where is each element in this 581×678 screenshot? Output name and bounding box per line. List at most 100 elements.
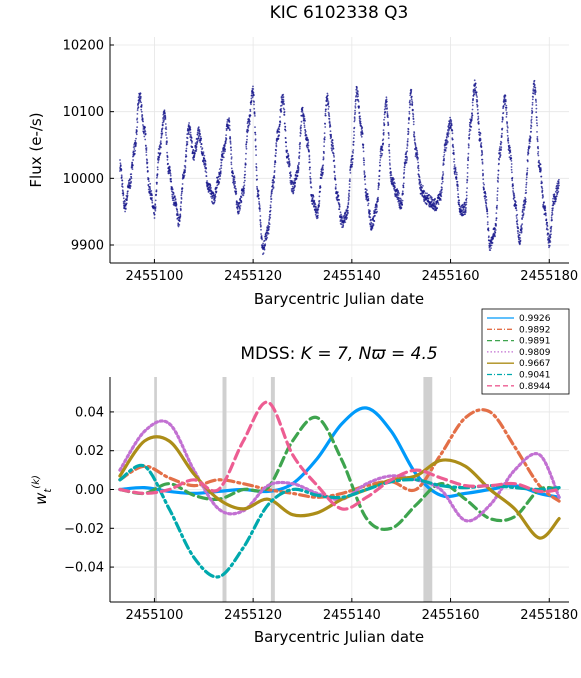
- flux-point: [524, 198, 527, 201]
- flux-point: [144, 138, 147, 141]
- flux-point: [181, 183, 184, 185]
- flux-point: [511, 176, 514, 179]
- flux-point: [295, 177, 298, 180]
- flux-point: [271, 188, 274, 191]
- flux-point: [352, 137, 355, 140]
- flux-point: [249, 120, 251, 123]
- flux-point: [330, 136, 333, 139]
- flux-point: [328, 113, 330, 115]
- flux-point: [242, 185, 245, 188]
- flux-point: [258, 205, 261, 207]
- flux-point: [274, 161, 277, 164]
- flux-point: [426, 192, 428, 195]
- flux-point: [408, 106, 411, 109]
- flux-point: [557, 190, 560, 193]
- flux-point: [148, 180, 150, 183]
- flux-point: [348, 189, 351, 192]
- flux-point: [252, 85, 254, 88]
- flux-point: [520, 230, 523, 233]
- flux-point: [161, 127, 164, 130]
- flux-point: [475, 91, 478, 93]
- flux-point: [442, 171, 444, 173]
- flux-point: [220, 167, 223, 170]
- flux-point: [411, 103, 414, 106]
- flux-point: [530, 120, 533, 122]
- flux-point: [214, 195, 217, 198]
- flux-point: [134, 152, 136, 155]
- flux-point: [544, 207, 547, 209]
- flux-point: [525, 178, 528, 181]
- flux-point: [376, 210, 378, 213]
- flux-point: [265, 234, 268, 237]
- flux-point: [230, 163, 233, 166]
- flux-point: [333, 156, 335, 158]
- flux-point: [554, 200, 557, 203]
- flux-point: [455, 178, 458, 181]
- flux-point: [470, 126, 473, 128]
- flux-point: [228, 119, 231, 121]
- flux-point: [401, 199, 404, 202]
- flux-point: [363, 178, 366, 181]
- flux-point: [530, 125, 533, 128]
- flux-point: [453, 158, 456, 161]
- flux-point: [551, 219, 553, 222]
- y-axis-label-top: Flux (e-/s): [27, 112, 45, 187]
- flux-point: [147, 183, 150, 186]
- flux-point: [171, 195, 174, 198]
- flux-point: [389, 172, 392, 175]
- flux-point: [484, 197, 486, 200]
- flux-point: [329, 123, 331, 126]
- flux-point: [525, 189, 527, 192]
- flux-point: [190, 137, 193, 139]
- legend-box: [481, 308, 570, 395]
- flux-point: [496, 187, 499, 190]
- flux-point: [129, 178, 132, 181]
- flux-point: [354, 113, 356, 116]
- flux-point: [247, 124, 250, 127]
- flux-point: [421, 194, 424, 197]
- flux-point: [283, 122, 286, 125]
- flux-point: [332, 144, 334, 147]
- flux-point: [205, 175, 208, 178]
- flux-point: [383, 118, 385, 121]
- flux-point: [476, 108, 479, 111]
- flux-point: [228, 117, 231, 120]
- flux-point: [471, 101, 474, 104]
- flux-point: [151, 197, 154, 199]
- flux-point: [505, 109, 507, 111]
- flux-point: [456, 187, 459, 190]
- flux-point: [333, 164, 336, 167]
- flux-point: [406, 150, 409, 153]
- flux-point: [199, 139, 202, 142]
- panel-lightcurve: KIC 6102338 Q3 2455100 2455120 2455140 2455…: [27, 3, 578, 308]
- flux-point: [260, 233, 262, 235]
- flux-point: [266, 236, 269, 239]
- flux-point: [139, 96, 142, 98]
- flux-point: [410, 89, 413, 91]
- flux-point: [547, 233, 550, 235]
- flux-point: [532, 92, 535, 95]
- flux-point: [136, 121, 139, 124]
- flux-point: [299, 145, 301, 148]
- flux-point: [388, 152, 391, 154]
- flux-point: [303, 122, 305, 125]
- flux-point: [269, 216, 272, 219]
- flux-point: [461, 209, 464, 212]
- flux-point: [349, 172, 352, 174]
- flux-point: [441, 176, 444, 179]
- flux-point: [157, 161, 160, 164]
- tick-label-x: 2455120: [224, 608, 282, 623]
- flux-point: [244, 170, 246, 173]
- series-line-0.9891: [118, 415, 561, 531]
- flux-point: [254, 126, 256, 128]
- flux-point: [319, 185, 322, 187]
- flux-point: [390, 171, 392, 174]
- flux-point: [134, 149, 137, 152]
- flux-point: [246, 138, 248, 141]
- flux-point: [455, 171, 458, 174]
- flux-point: [531, 103, 534, 106]
- flux-point: [519, 239, 522, 242]
- flux-point: [136, 126, 139, 128]
- flux-point: [467, 144, 470, 147]
- flux-point: [334, 175, 336, 177]
